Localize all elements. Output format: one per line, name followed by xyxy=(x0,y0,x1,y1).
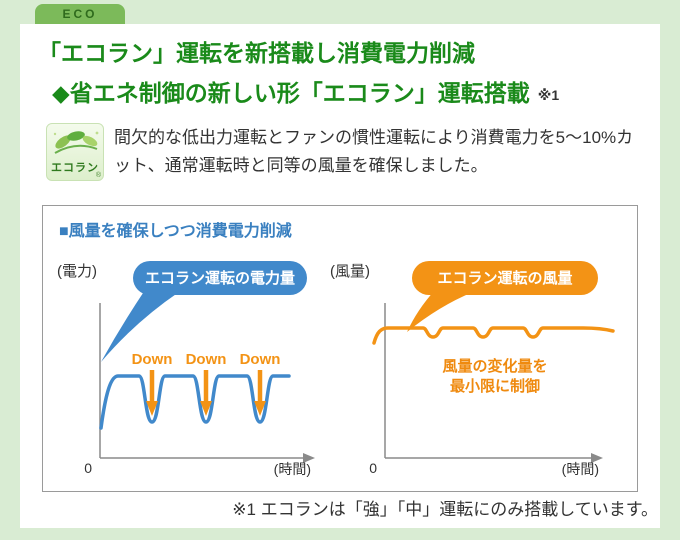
footnote-ref: ※1 xyxy=(537,87,560,103)
power-callout-label: エコラン運転の電力量 xyxy=(145,269,295,287)
airflow-callout-bubble xyxy=(412,261,598,295)
ecoran-logo-label: エコラン xyxy=(51,162,99,174)
figure-title: ■風量を確保しつつ消費電力削減 xyxy=(59,223,292,240)
airflow-x-axis-arrow-icon xyxy=(591,453,603,463)
power-callout-bubble xyxy=(133,261,307,295)
airflow-line xyxy=(372,326,615,345)
page-title: 「エコラン」運転を新搭載し消費電力削減 xyxy=(38,40,475,66)
power-origin-label: 0 xyxy=(84,460,92,476)
footnote: ※1 エコランは「強」「中」運転にのみ搭載しています。 xyxy=(232,500,658,519)
content-panel: 「エコラン」運転を新搭載し消費電力削減 ◆省エネ制御の新しい形「エコラン」運転搭… xyxy=(20,24,660,528)
airflow-callout-label: エコラン運転の風量 xyxy=(437,270,572,287)
power-waveform xyxy=(99,374,291,430)
down-label-2: Down xyxy=(186,351,227,368)
ecoran-logo: エコラン ® xyxy=(46,123,104,181)
registered-mark: ® xyxy=(95,172,101,179)
airflow-origin-label: 0 xyxy=(369,460,377,476)
airflow-x-axis-label: (時間) xyxy=(562,461,599,477)
intro-section: エコラン ® 間欠的な低出力運転とファンの慣性運転により消費電力を5～10%カッ… xyxy=(46,123,646,181)
section-heading-text: ◆省エネ制御の新しい形「エコラン」運転搭載 xyxy=(52,80,530,106)
figure-box: ■風量を確保しつつ消費電力削減 (電力) エコラン運転の電力量 0 (時間) D… xyxy=(42,205,638,492)
down-arrowheads xyxy=(146,401,266,416)
power-axis-y-label: (電力) xyxy=(57,263,97,280)
section-heading: ◆省エネ制御の新しい形「エコラン」運転搭載 ※1 xyxy=(52,74,559,108)
power-x-axis-label: (時間) xyxy=(274,461,311,477)
intro-text: 間欠的な低出力運転とファンの慣性運転により消費電力を5～10%カット、通常運転時… xyxy=(114,128,634,176)
leaf-icon xyxy=(53,131,99,154)
eco-badge: ECO xyxy=(35,4,125,24)
airflow-callout-tail xyxy=(407,290,473,332)
airflow-note-line2: 最小限に制御 xyxy=(450,377,540,395)
down-label-1: Down xyxy=(132,351,173,368)
power-chart: (電力) エコラン運転の電力量 0 (時間) Down Down Down xyxy=(57,261,315,477)
power-x-axis-arrow-icon xyxy=(303,453,315,463)
figure-charts: (電力) エコラン運転の電力量 0 (時間) Down Down Down xyxy=(57,261,615,477)
airflow-axis-y-label: (風量) xyxy=(330,263,370,280)
airflow-chart: (風量) エコラン運転の風量 0 (時間) 風量の変化量を 最小限に制御 xyxy=(330,261,615,477)
airflow-note-line1: 風量の変化量を xyxy=(442,357,547,375)
down-label-3: Down xyxy=(240,351,281,368)
eco-badge-label: ECO xyxy=(62,7,98,21)
power-callout-tail xyxy=(101,290,179,362)
down-arrows xyxy=(149,370,263,403)
